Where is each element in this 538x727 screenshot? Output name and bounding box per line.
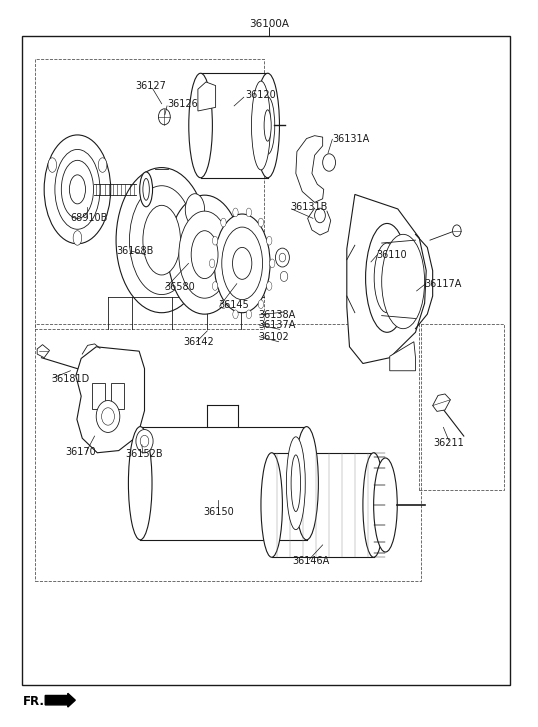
- Ellipse shape: [209, 259, 215, 268]
- Text: 36181D: 36181D: [52, 374, 90, 385]
- Text: 68910B: 68910B: [70, 214, 108, 223]
- Bar: [92, 383, 105, 409]
- Ellipse shape: [233, 310, 238, 318]
- Circle shape: [96, 401, 120, 433]
- Text: 36152B: 36152B: [126, 449, 164, 459]
- Ellipse shape: [48, 158, 56, 172]
- Ellipse shape: [213, 281, 218, 290]
- Polygon shape: [296, 136, 324, 202]
- Ellipse shape: [221, 300, 226, 308]
- Ellipse shape: [140, 172, 153, 206]
- Text: 36110: 36110: [376, 249, 407, 260]
- Polygon shape: [198, 82, 216, 111]
- Circle shape: [159, 109, 170, 125]
- Text: 36580: 36580: [165, 282, 195, 292]
- Ellipse shape: [246, 310, 252, 318]
- Ellipse shape: [266, 281, 272, 290]
- Text: 36102: 36102: [258, 332, 289, 342]
- Text: 36146A: 36146A: [292, 556, 329, 566]
- Ellipse shape: [256, 73, 279, 177]
- Ellipse shape: [374, 243, 400, 313]
- Text: 36145: 36145: [218, 300, 249, 310]
- Text: 36127: 36127: [136, 81, 166, 92]
- Text: 36138A: 36138A: [258, 310, 295, 320]
- Ellipse shape: [179, 211, 230, 298]
- Ellipse shape: [264, 110, 271, 141]
- Ellipse shape: [214, 214, 270, 313]
- Circle shape: [140, 435, 149, 447]
- Ellipse shape: [261, 453, 282, 557]
- Ellipse shape: [246, 208, 252, 217]
- Ellipse shape: [295, 427, 318, 540]
- Polygon shape: [433, 394, 450, 411]
- Ellipse shape: [73, 230, 82, 245]
- Ellipse shape: [168, 195, 241, 314]
- Circle shape: [280, 271, 288, 281]
- Ellipse shape: [233, 208, 238, 217]
- Ellipse shape: [232, 247, 252, 279]
- Ellipse shape: [69, 174, 86, 204]
- Circle shape: [136, 430, 153, 453]
- Ellipse shape: [129, 427, 152, 540]
- Ellipse shape: [266, 236, 272, 245]
- Ellipse shape: [189, 73, 213, 177]
- Text: 36170: 36170: [65, 447, 96, 457]
- Text: 36117A: 36117A: [424, 278, 462, 289]
- Text: 36150: 36150: [203, 507, 234, 517]
- Text: 36142: 36142: [183, 337, 214, 347]
- Circle shape: [452, 225, 461, 236]
- Ellipse shape: [213, 236, 218, 245]
- Ellipse shape: [191, 230, 218, 278]
- Text: FR.: FR.: [23, 695, 45, 708]
- Text: 36131A: 36131A: [332, 134, 370, 143]
- Text: 36131B: 36131B: [291, 203, 328, 212]
- Circle shape: [323, 154, 336, 172]
- Ellipse shape: [185, 193, 204, 225]
- Bar: [34, 324, 421, 581]
- Ellipse shape: [373, 458, 397, 552]
- Ellipse shape: [98, 158, 107, 172]
- Ellipse shape: [44, 135, 111, 244]
- Ellipse shape: [381, 234, 424, 329]
- Ellipse shape: [221, 218, 226, 227]
- Ellipse shape: [61, 161, 94, 218]
- Ellipse shape: [363, 453, 384, 557]
- Polygon shape: [37, 345, 49, 358]
- Polygon shape: [76, 347, 145, 453]
- Circle shape: [279, 253, 286, 262]
- Text: 36100A: 36100A: [249, 19, 289, 29]
- Bar: [111, 383, 124, 409]
- Ellipse shape: [366, 223, 408, 332]
- Ellipse shape: [275, 248, 289, 267]
- Bar: [22, 36, 511, 685]
- Text: 36137A: 36137A: [258, 320, 296, 330]
- Polygon shape: [390, 342, 415, 371]
- Bar: [419, 324, 504, 491]
- Text: 36211: 36211: [434, 438, 464, 449]
- Circle shape: [102, 408, 115, 425]
- Ellipse shape: [130, 185, 194, 294]
- Ellipse shape: [286, 437, 305, 530]
- Ellipse shape: [222, 227, 263, 300]
- Ellipse shape: [251, 81, 271, 170]
- Ellipse shape: [258, 218, 264, 227]
- Ellipse shape: [270, 259, 275, 268]
- FancyArrow shape: [45, 694, 75, 707]
- Text: 36168B: 36168B: [116, 246, 153, 256]
- Text: 36126: 36126: [167, 100, 198, 110]
- Text: 36120: 36120: [245, 90, 275, 100]
- Ellipse shape: [143, 205, 180, 275]
- Ellipse shape: [260, 97, 275, 154]
- Ellipse shape: [116, 168, 207, 313]
- Ellipse shape: [258, 300, 264, 308]
- Circle shape: [315, 208, 325, 222]
- Ellipse shape: [55, 150, 100, 229]
- Ellipse shape: [291, 455, 301, 512]
- Polygon shape: [347, 194, 426, 364]
- Ellipse shape: [143, 178, 150, 200]
